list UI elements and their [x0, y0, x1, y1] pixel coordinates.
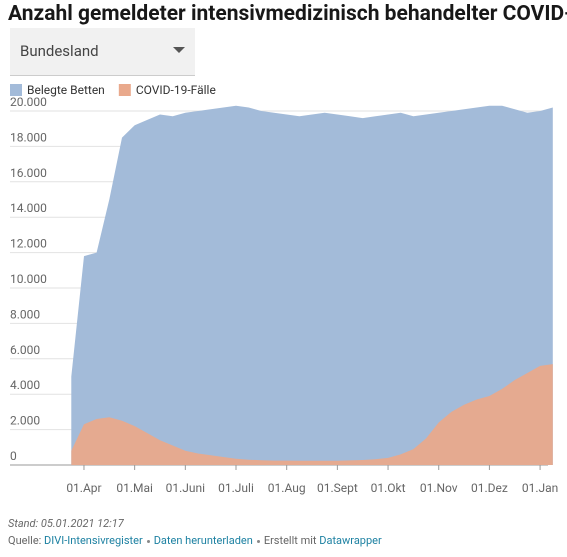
x-tick-label: 01.Juli [218, 481, 254, 495]
x-tick-label: 01.Nov [420, 481, 458, 495]
separator [146, 539, 150, 543]
area [71, 364, 553, 465]
y-tick-label: 12.000 [10, 237, 47, 251]
footer: Stand: 05.01.2021 12:17 Quelle: DIVI-Int… [8, 515, 382, 549]
y-tick-label: 10.000 [10, 272, 47, 286]
separator [256, 539, 260, 543]
source-label: Quelle: [8, 534, 42, 547]
x-tick-label: 01.Mai [116, 481, 153, 495]
download-link[interactable]: Daten herunterladen [153, 534, 253, 547]
tool-link[interactable]: Datawrapper [319, 534, 382, 547]
x-tick-label: 01.Apr [66, 481, 101, 495]
y-tick-label: 18.000 [10, 130, 47, 144]
x-tick-label: 01.Aug [268, 481, 306, 495]
y-tick-label: 0 [10, 449, 17, 463]
y-tick-label: 4.000 [10, 378, 40, 392]
y-tick-label: 6.000 [10, 343, 40, 357]
x-tick-label: 01.Dez [471, 481, 508, 495]
chart-title: Anzahl gemeldeter intensivmedizinisch be… [8, 2, 567, 26]
timestamp: Stand: 05.01.2021 12:17 [8, 517, 124, 530]
y-tick-label: 16.000 [10, 166, 47, 180]
created-label: Erstellt mit [263, 534, 317, 547]
x-tick-label: 01.Okt [371, 481, 406, 495]
chart: Belegte Betten COVID-19-Fälle 0 2.000 4.000 6… [10, 83, 558, 495]
dropdown-label: Bundesland [20, 42, 99, 60]
dropdown-arrow [173, 47, 185, 53]
x-tick-label: 01.Juni [166, 481, 206, 495]
x-tick-label: 01.Sept [317, 481, 358, 495]
legend-swatch [118, 84, 131, 96]
source-link[interactable]: DIVI-Intensivregister [44, 534, 143, 547]
source-line: Quelle: DIVI-Intensivregister Daten herun… [8, 532, 382, 549]
area [71, 105, 553, 465]
y-tick-label: 2.000 [10, 414, 40, 428]
legend-label: Belegte Betten [27, 83, 105, 97]
y-tick-label: 8.000 [10, 307, 40, 321]
x-tick-label: 01.Jan [522, 481, 558, 495]
legend-swatch [10, 84, 22, 96]
dropdown[interactable]: Bundesland [10, 28, 195, 76]
legend-label: COVID-19-Fälle [136, 83, 216, 97]
y-tick-label: 20.000 [10, 95, 47, 109]
y-tick-label: 14.000 [10, 201, 47, 215]
